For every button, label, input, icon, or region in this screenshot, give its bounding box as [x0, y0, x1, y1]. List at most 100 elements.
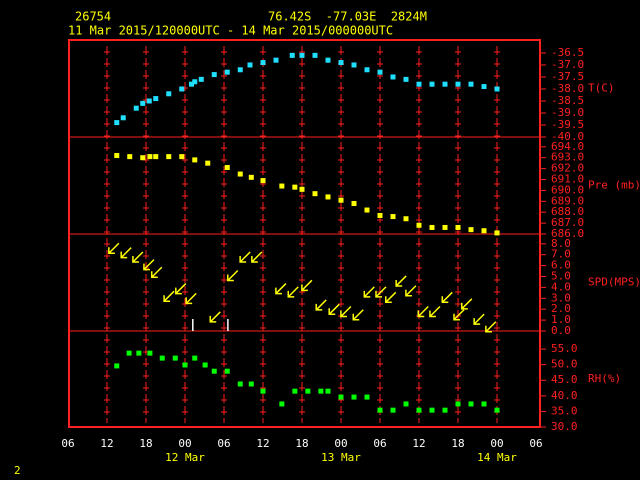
x-tick-label: 18	[451, 437, 464, 450]
grid-line	[416, 46, 422, 423]
wind-arrow	[405, 285, 417, 297]
data-point	[494, 230, 500, 236]
data-point	[468, 401, 474, 407]
data-point	[211, 368, 217, 374]
grid-line	[338, 46, 344, 423]
data-point	[140, 155, 146, 161]
x-tick-label: 12	[412, 437, 425, 450]
wind-arrow	[363, 286, 375, 298]
data-point	[192, 157, 198, 163]
data-point	[292, 388, 298, 394]
y-tick-label: -39.5	[551, 118, 584, 131]
data-point	[403, 216, 409, 222]
data-point	[248, 381, 254, 387]
data-point	[140, 100, 146, 106]
data-point	[494, 86, 500, 92]
data-point	[338, 197, 344, 203]
data-point	[136, 350, 142, 356]
data-point	[237, 381, 243, 387]
y-tick-label: 3.0	[551, 291, 571, 304]
x-tick-label: 06	[61, 437, 74, 450]
wind-arrow	[275, 283, 287, 295]
wind-arrow	[151, 266, 163, 278]
wind-arrow	[441, 291, 453, 304]
y-tick-label: 50.0	[551, 358, 578, 371]
y-tick-label: 6.0	[551, 259, 571, 272]
data-point	[390, 74, 396, 80]
date-label: 13 Mar	[321, 451, 361, 464]
y-tick-label: -37.5	[551, 70, 584, 83]
data-point	[224, 165, 230, 171]
grid-line	[143, 46, 149, 423]
grid-line	[260, 46, 266, 423]
data-point	[318, 388, 324, 394]
wind-arrow	[375, 286, 387, 298]
data-point	[179, 86, 185, 92]
data-point	[260, 388, 266, 394]
data-point	[481, 228, 487, 234]
data-point	[455, 224, 461, 230]
data-point	[166, 91, 172, 97]
data-point	[127, 154, 133, 160]
data-point	[442, 81, 448, 87]
x-tick-label: 12	[100, 437, 113, 450]
data-point	[455, 401, 461, 407]
wind-arrow	[301, 279, 313, 292]
data-point	[114, 120, 120, 126]
data-point	[390, 407, 396, 413]
wind-arrow	[132, 251, 144, 263]
data-point	[351, 200, 357, 206]
x-tick-label: 00	[490, 437, 503, 450]
wind-arrow	[120, 247, 132, 259]
wind-arrow	[485, 321, 497, 333]
data-point	[325, 388, 331, 394]
data-point	[364, 394, 370, 400]
x-tick-label: 06	[373, 437, 386, 450]
axis-label: Pre (mb)	[588, 179, 640, 192]
data-point	[468, 227, 474, 233]
y-tick-label: -38.5	[551, 94, 584, 107]
y-tick-label: 5.0	[551, 270, 571, 283]
data-point	[403, 76, 409, 82]
data-point	[224, 368, 230, 374]
x-tick-label: 00	[334, 437, 347, 450]
grid-line	[182, 46, 188, 423]
data-point	[189, 81, 194, 87]
grid-line	[299, 46, 305, 423]
axis-label: SPD(MPS)	[588, 276, 640, 289]
wind-arrow	[185, 292, 197, 305]
y-tick-label: 2.0	[551, 302, 571, 315]
time-period: 11 Mar 2015/120000UTC - 14 Mar 2015/0000…	[68, 24, 393, 38]
data-point	[416, 407, 422, 413]
data-point	[205, 160, 211, 166]
data-point	[279, 183, 285, 189]
data-point	[364, 67, 370, 73]
data-point	[455, 81, 461, 87]
y-tick-label: -39.0	[551, 106, 584, 119]
wind-arrow	[251, 251, 263, 263]
data-point	[159, 355, 165, 361]
data-point	[442, 224, 448, 230]
y-tick-label: 45.0	[551, 373, 578, 386]
data-point	[364, 207, 370, 213]
data-point	[224, 69, 230, 75]
data-point	[153, 96, 159, 102]
data-point	[429, 407, 435, 413]
data-point	[442, 407, 448, 413]
wind-arrow	[108, 242, 120, 255]
data-point	[126, 350, 132, 356]
data-point	[147, 154, 153, 160]
data-point	[192, 79, 198, 85]
wind-arrow	[175, 283, 187, 295]
y-tick-label: 7.0	[551, 248, 571, 261]
data-point	[416, 222, 422, 228]
data-point	[248, 174, 254, 180]
data-point	[416, 81, 422, 87]
data-point	[312, 52, 318, 58]
data-point	[179, 154, 185, 160]
data-point	[325, 57, 331, 63]
data-point	[390, 214, 396, 220]
data-point	[237, 171, 243, 177]
y-tick-label: -38.0	[551, 82, 584, 95]
